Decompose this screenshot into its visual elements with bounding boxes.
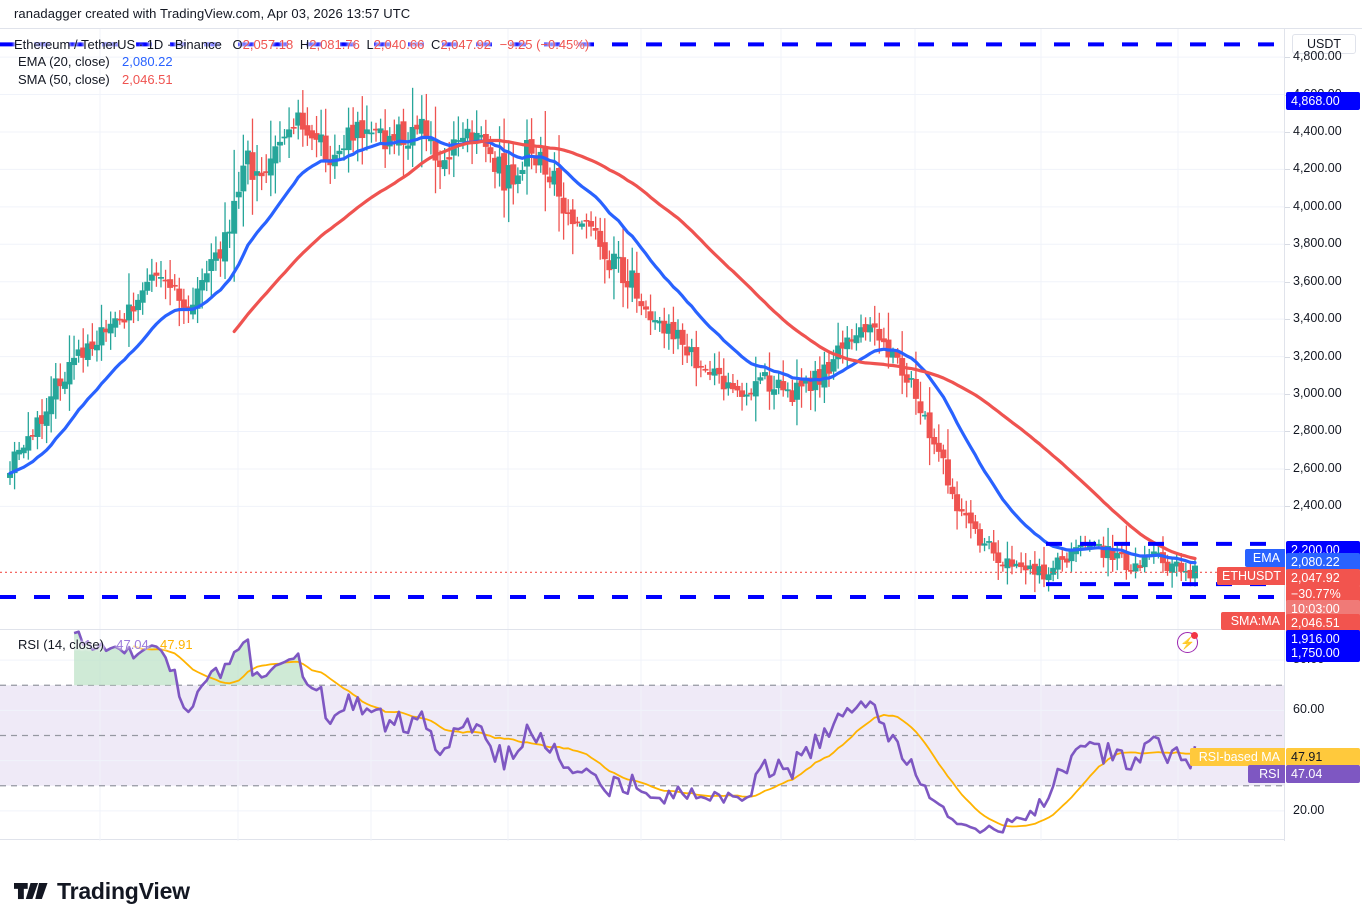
price-tick-label: 4,000.00 bbox=[1293, 198, 1342, 213]
rsi-legend-value: 47.04 bbox=[116, 637, 149, 652]
sma-50-line bbox=[232, 138, 1197, 561]
price-chart-canvas bbox=[0, 29, 1284, 629]
price-tick-mark bbox=[1285, 244, 1290, 246]
candlestick-series bbox=[7, 87, 1199, 593]
price-tick-label: 3,800.00 bbox=[1293, 236, 1342, 251]
price-tag[interactable]: 2,080.22 bbox=[1286, 553, 1360, 571]
price-tick-mark bbox=[1285, 206, 1290, 208]
ohlc-o-label: O bbox=[232, 37, 243, 52]
price-tag[interactable]: 1,916.00 bbox=[1286, 630, 1360, 648]
alert-dot-indicator bbox=[1191, 632, 1198, 639]
price-tick-mark bbox=[1285, 319, 1290, 321]
rsi-overbought-fill bbox=[74, 631, 312, 686]
price-tag[interactable]: 1,750.00 bbox=[1286, 644, 1360, 662]
price-pane[interactable] bbox=[0, 29, 1285, 629]
price-tag[interactable]: 4,868.00 bbox=[1286, 92, 1360, 110]
price-tick-label: 3,600.00 bbox=[1293, 273, 1342, 288]
rsi-tick-label: 20.00 bbox=[1293, 802, 1325, 817]
price-tag[interactable]: 10:03:00 bbox=[1286, 600, 1360, 618]
price-tick-label: 2,600.00 bbox=[1293, 460, 1342, 475]
tradingview-mark-icon bbox=[14, 883, 48, 900]
pane-divider bbox=[0, 629, 1285, 630]
rsi-ma-legend-value: 47.91 bbox=[160, 637, 193, 652]
price-scale-unit: USDT bbox=[1292, 34, 1356, 54]
sma-legend[interactable]: SMA (50, close) 2,046.51 bbox=[18, 72, 173, 87]
price-tick-mark bbox=[1285, 131, 1290, 133]
price-tick-mark bbox=[1285, 431, 1290, 433]
ema-legend[interactable]: EMA (20, close) 2,080.22 bbox=[18, 54, 173, 69]
price-tick-label: 2,800.00 bbox=[1293, 423, 1342, 438]
rsi-source-label[interactable]: RSI bbox=[1248, 765, 1285, 783]
ohlc-h-value: 2,081.76 bbox=[309, 37, 360, 52]
footer: TradingView bbox=[0, 868, 1362, 919]
price-tick-label: 4,200.00 bbox=[1293, 161, 1342, 176]
price-tag[interactable]: −30.77% bbox=[1286, 585, 1360, 603]
price-tick-label: 3,000.00 bbox=[1293, 386, 1342, 401]
attribution-text: ranadagger created with TradingView.com,… bbox=[14, 6, 411, 21]
price-tick-mark bbox=[1285, 394, 1290, 396]
sma-ma-source-label[interactable]: SMA:MA bbox=[1221, 612, 1285, 630]
price-tick-mark bbox=[1285, 506, 1290, 508]
ema-source-label[interactable]: EMA bbox=[1245, 549, 1285, 567]
rsi-tick-label: 60.00 bbox=[1293, 702, 1325, 717]
ohlc-l-label: L bbox=[366, 37, 374, 52]
price-tick-label: 4,800.00 bbox=[1293, 49, 1342, 64]
ohlc-c-label: C bbox=[430, 37, 441, 52]
price-tick-mark bbox=[1285, 169, 1290, 171]
ohlc-h-label: H bbox=[299, 37, 310, 52]
price-tick-mark bbox=[1285, 468, 1290, 470]
rsi-line bbox=[73, 630, 1197, 834]
price-tick-label: 3,400.00 bbox=[1293, 311, 1342, 326]
sma-legend-value: 2,046.51 bbox=[122, 72, 173, 87]
ema-legend-name: EMA (20, close) bbox=[18, 54, 110, 69]
price-tag[interactable]: 2,046.51 bbox=[1286, 614, 1360, 632]
price-tick-label: 4,400.00 bbox=[1293, 123, 1342, 138]
chart-frame: USDT 4,800.004,600.004,400.004,200.004,0… bbox=[0, 28, 1362, 897]
price-tag[interactable]: 2,047.92 bbox=[1286, 569, 1360, 587]
ohlc-l-value: 2,040.66 bbox=[373, 37, 425, 52]
symbol-legend[interactable]: Ethereum / TetherUS · 1D · Binance O2,05… bbox=[14, 36, 589, 53]
symbol-title: Ethereum / TetherUS · 1D · Binance bbox=[14, 37, 222, 52]
rsi-chart-canvas bbox=[0, 630, 1284, 841]
ohlc-c-value: 2,047.92 bbox=[440, 37, 491, 52]
price-tick-mark bbox=[1285, 356, 1290, 358]
rsi-pane[interactable] bbox=[0, 630, 1285, 841]
tradingview-wordmark: TradingView bbox=[57, 878, 190, 904]
bolt-glyph: ⚡ bbox=[1180, 635, 1195, 650]
price-tick-mark bbox=[1285, 281, 1290, 283]
ema-legend-value: 2,080.22 bbox=[122, 54, 173, 69]
rsi-based-ma-line bbox=[133, 645, 1196, 828]
lightning-alert-icon[interactable]: ⚡ bbox=[1177, 632, 1198, 653]
price-tick-mark bbox=[1285, 57, 1290, 59]
rsi-legend[interactable]: RSI (14, close) 47.04 47.91 bbox=[18, 637, 193, 652]
price-tick-label: 3,200.00 bbox=[1293, 348, 1342, 363]
tradingview-logo[interactable]: TradingView bbox=[14, 878, 190, 905]
ema-20-line bbox=[8, 135, 1197, 565]
ethusdt-source-label[interactable]: ETHUSDT bbox=[1217, 567, 1285, 585]
price-scale[interactable]: USDT 4,800.004,600.004,400.004,200.004,0… bbox=[1285, 29, 1362, 841]
rsi-legend-name: RSI (14, close) bbox=[18, 637, 104, 652]
price-tag[interactable]: 47.04 bbox=[1286, 765, 1360, 783]
rsi-based-ma-source-label[interactable]: RSI-based MA bbox=[1190, 748, 1285, 766]
sma-legend-name: SMA (50, close) bbox=[18, 72, 110, 87]
price-tag[interactable]: 47.91 bbox=[1286, 748, 1360, 766]
ohlc-change: −9.25 (−0.45%) bbox=[499, 37, 590, 52]
ohlc-o-value: 2,057.18 bbox=[242, 37, 294, 52]
price-tick-label: 2,400.00 bbox=[1293, 498, 1342, 513]
